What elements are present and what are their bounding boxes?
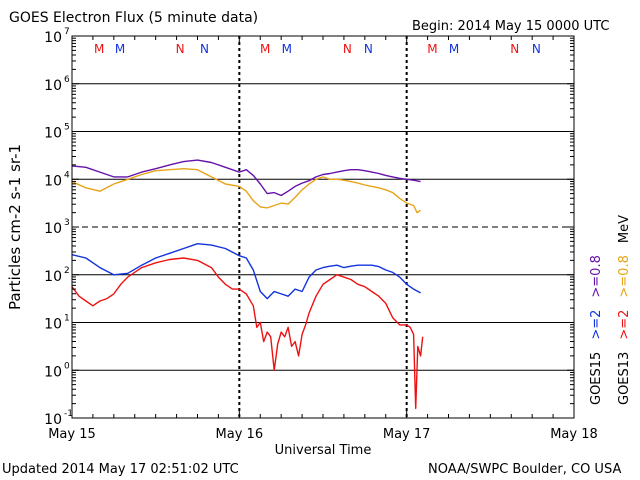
y-axis-label-text: Particles cm-2 s-1 sr-1 [6, 144, 24, 310]
marker-n: N [200, 42, 209, 56]
legend-entry-goes15: GOES15 [589, 352, 604, 405]
y-tick-exponent: 7 [64, 27, 70, 37]
y-tick-label: 10 [44, 317, 62, 333]
begin-time: Begin: 2014 May 15 0000 UTC [412, 19, 609, 34]
x-tick-label-may-16: May 16 [216, 427, 264, 442]
series-goes13-0-8-mev [71, 167, 421, 214]
x-tick-label-may-17: May 17 [383, 427, 431, 442]
y-tick-exponent: 6 [64, 75, 70, 85]
legend-entry-goes13: GOES13 [617, 352, 632, 405]
y-tick-exponent: 0 [64, 361, 70, 371]
y-tick-exponent: 1 [64, 314, 70, 324]
y-tick-label: 10 [44, 126, 62, 142]
y-tick-label: 10 [44, 221, 62, 237]
marker-m: M [427, 42, 437, 56]
y-tick-label: 10 [44, 269, 62, 285]
y-tick-label: 10 [44, 364, 62, 380]
y-tick-label: 10 [44, 412, 62, 428]
marker-m: M [449, 42, 459, 56]
legend: GOES15 >=2 >=0.8 GOES13 >=2 >=0.8 MeV [589, 215, 632, 405]
y-tick-exponent: 4 [64, 170, 70, 180]
marker-m: M [260, 42, 270, 56]
y-tick-exponent: -1 [64, 409, 73, 419]
marker-m: M [115, 42, 125, 56]
marker-n: N [532, 42, 541, 56]
legend-entry-mev: MeV [617, 215, 632, 243]
y-tick-exponent: 2 [64, 266, 70, 276]
y-tick-label: 10 [44, 78, 62, 94]
x-tick-label-may-15: May 15 [48, 427, 96, 442]
x-axis-label: Universal Time [275, 443, 372, 458]
legend-entry-2: >=2 [617, 310, 632, 340]
marker-n: N [176, 42, 185, 56]
marker-m: M [94, 42, 104, 56]
marker-n: N [343, 42, 352, 56]
legend-entry-0-8: >=0.8 [589, 255, 604, 297]
chart-title: GOES Electron Flux (5 minute data) [9, 10, 258, 26]
series-goes15-2-mev [71, 242, 421, 300]
series-goes15-0-8-mev [71, 159, 421, 197]
legend-entry-0-8: >=0.8 [617, 255, 632, 297]
plot-grid [72, 36, 574, 418]
x-tick-label-may-18: May 18 [550, 427, 598, 442]
series-goes13-2-mev [71, 257, 424, 410]
legend-entry-2: >=2 [589, 310, 604, 340]
legend-column-2: GOES13 >=2 >=0.8 MeV [617, 215, 632, 405]
y-axis-label: Particles cm-2 s-1 sr-1 [6, 144, 24, 310]
marker-n: N [364, 42, 373, 56]
y-tick-label: 10 [44, 173, 62, 189]
credit-text: NOAA/SWPC Boulder, CO USA [428, 462, 621, 477]
y-tick-exponent: 5 [64, 123, 70, 133]
y-tick-exponent: 3 [64, 218, 70, 228]
marker-n: N [510, 42, 519, 56]
marker-m: M [282, 42, 292, 56]
y-tick-label: 10 [44, 30, 62, 46]
legend-column-1: GOES15 >=2 >=0.8 [589, 255, 604, 405]
updated-time: Updated 2014 May 17 02:51:02 UTC [2, 462, 239, 477]
data-series [71, 159, 424, 410]
